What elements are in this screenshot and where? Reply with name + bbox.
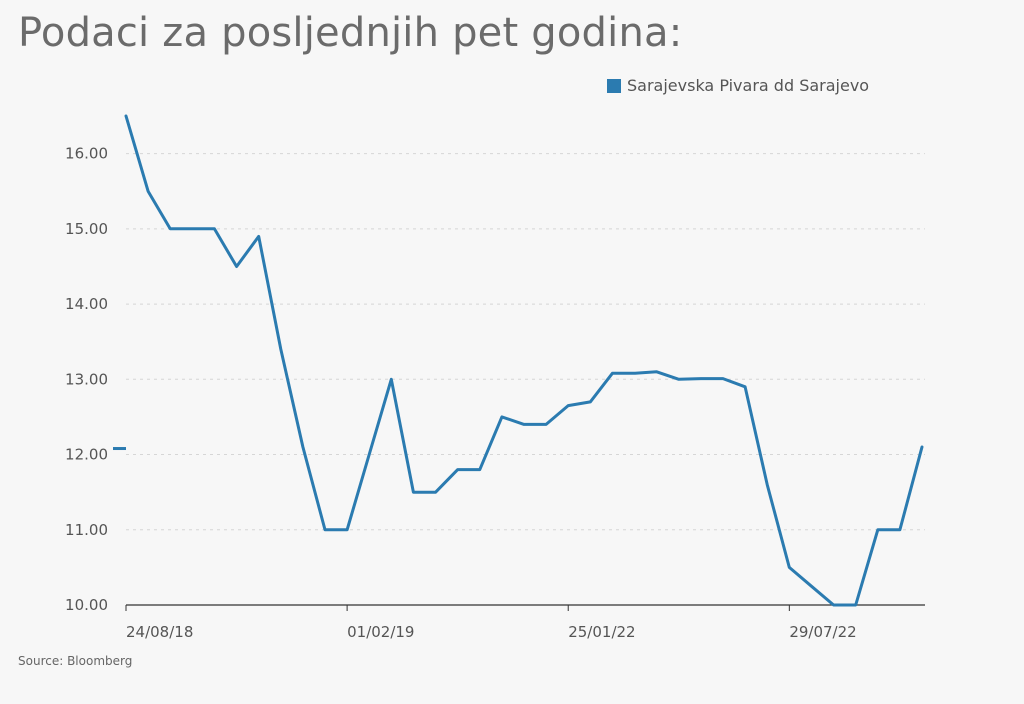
y-tick-label: 15.00 bbox=[65, 220, 108, 238]
legend-swatch bbox=[607, 78, 621, 93]
x-tick-label: 25/01/22 bbox=[568, 623, 635, 641]
y-axis-ticks: 10.00 11.00 12.00 13.00 14.00 15.00 16.00 bbox=[65, 145, 108, 614]
x-tick-label: 29/07/22 bbox=[789, 623, 856, 641]
y-tick-label: 11.00 bbox=[65, 521, 108, 539]
y-tick-label: 10.00 bbox=[65, 596, 108, 614]
series-line bbox=[124, 114, 924, 607]
x-tick-label: 24/08/18 bbox=[126, 623, 193, 641]
chart-title: Podaci za posljednjih pet godina: bbox=[18, 10, 683, 56]
x-axis: 24/08/18 01/02/19 25/01/22 29/07/22 bbox=[125, 604, 925, 641]
y-tick-label: 16.00 bbox=[65, 145, 108, 163]
gridlines bbox=[126, 153, 925, 531]
source-note: Source: Bloomberg bbox=[18, 654, 133, 668]
y-tick-label: 14.00 bbox=[65, 295, 108, 313]
y-tick-label: 12.00 bbox=[65, 446, 108, 464]
y-tick-label: 13.00 bbox=[65, 370, 108, 388]
legend-label: Sarajevska Pivara dd Sarajevo bbox=[627, 76, 870, 95]
legend: Sarajevska Pivara dd Sarajevo bbox=[607, 76, 869, 95]
x-tick-label: 01/02/19 bbox=[347, 623, 414, 641]
series-layer bbox=[113, 114, 924, 607]
